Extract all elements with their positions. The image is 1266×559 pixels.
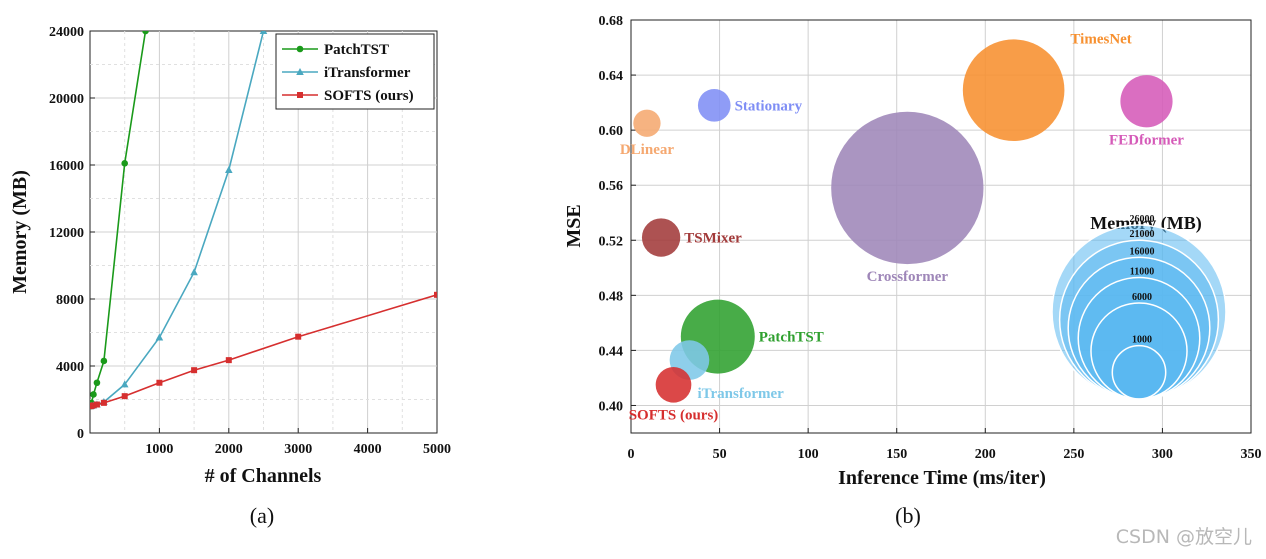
x-tick-label: 50	[713, 447, 727, 462]
y-tick-label: 0.60	[599, 124, 624, 139]
x-tick-label: 4000	[354, 442, 382, 457]
y-tick-label: 0.48	[599, 289, 624, 304]
bubble-stationary	[697, 89, 731, 122]
memory-legend-label: 26000	[1130, 214, 1155, 225]
data-point	[93, 401, 100, 408]
x-tick-label: 3000	[284, 442, 312, 457]
bubble-dlinear	[633, 109, 661, 137]
panel-b-ticks: 0 50 100 150 200 250 300 350 0.40 0.44 0.48 0.52 0.5…	[599, 14, 1262, 462]
x-tick-label: 2000	[215, 442, 243, 457]
panel-a-xlabel: # of Channels	[205, 465, 322, 487]
x-tick-label: 5000	[423, 442, 451, 457]
bubble-label: TSMixer	[684, 231, 742, 247]
x-tick-label: 0	[628, 447, 635, 462]
panel-b-xlabel: Inference Time (ms/iter)	[838, 467, 1046, 489]
data-point	[225, 357, 232, 364]
bubble-tsmixer	[641, 218, 681, 257]
data-point	[155, 333, 164, 341]
panel-b-labels: Crossformer TimesNet FEDformer Stationary DL…	[620, 31, 1184, 423]
y-tick-label: 0.64	[599, 69, 624, 84]
data-point	[100, 357, 108, 365]
data-point	[225, 166, 233, 174]
x-tick-label: 150	[886, 447, 907, 462]
memory-legend-label: 6000	[1132, 292, 1152, 303]
y-tick-label: 0.56	[599, 179, 624, 194]
y-tick-label: 12000	[49, 226, 84, 241]
panel-b-caption: (b)	[895, 503, 921, 528]
panel-b-plot-area	[630, 19, 1252, 434]
panel-a: 1000 2000 3000 4000 5000 0 4000 8000 12000 16000 2…	[9, 25, 451, 528]
bubble-label: TimesNet	[1070, 31, 1131, 47]
memory-legend-label: 1000	[1132, 335, 1152, 346]
series-line-patchtst	[90, 31, 147, 407]
y-tick-label: 0	[77, 427, 84, 442]
y-tick-label: 16000	[49, 159, 84, 174]
data-point	[191, 367, 198, 374]
bubble-softs-ours-	[655, 366, 692, 403]
legend-label: PatchTST	[324, 42, 389, 58]
y-tick-label: 24000	[49, 25, 84, 40]
bubble-label: iTransformer	[697, 386, 784, 402]
panel-b-ylabel: MSE	[563, 204, 585, 247]
x-tick-label: 100	[798, 447, 819, 462]
series-line-itransformer	[90, 31, 265, 407]
data-point	[93, 379, 101, 387]
watermark: CSDN @放空儿	[1115, 526, 1252, 548]
data-point	[100, 399, 107, 406]
bubble-label: FEDformer	[1109, 132, 1184, 148]
bubble-timesnet	[962, 39, 1065, 142]
memory-legend-label: 16000	[1130, 246, 1155, 257]
memory-legend-label: 21000	[1130, 229, 1155, 240]
bubble-label: DLinear	[620, 142, 675, 158]
panel-a-ylabel: Memory (MB)	[9, 170, 31, 294]
data-point	[190, 268, 198, 276]
bubble-label: Crossformer	[867, 269, 949, 285]
bubble-label: SOFTS (ours)	[629, 408, 719, 424]
panel-a-legend: PatchTST iTransformer SOFTS (ours)	[275, 33, 435, 110]
bubble-fedformer	[1120, 75, 1173, 128]
data-point	[156, 379, 163, 386]
data-point	[434, 291, 437, 298]
y-tick-label: 0.52	[599, 234, 624, 249]
x-tick-label: 200	[975, 447, 996, 462]
y-tick-label: 8000	[56, 293, 84, 308]
panel-b-bubbles	[633, 39, 1173, 403]
x-tick-label: 1000	[145, 442, 173, 457]
panel-a-ticks: 1000 2000 3000 4000 5000 0 4000 8000 12000 16000 2…	[49, 25, 451, 457]
bubble-label: Stationary	[735, 98, 803, 114]
y-tick-label: 0.44	[599, 344, 624, 359]
bubble-label: PatchTST	[759, 330, 824, 346]
memory-legend-circle	[1111, 344, 1167, 400]
x-tick-label: 300	[1152, 447, 1173, 462]
data-point	[295, 333, 302, 340]
data-point	[90, 402, 97, 409]
y-tick-label: 4000	[56, 360, 84, 375]
memory-legend-label: 11000	[1130, 266, 1154, 277]
y-tick-label: 0.68	[599, 14, 624, 29]
x-tick-label: 250	[1063, 447, 1084, 462]
data-point	[120, 380, 129, 388]
legend-marker	[296, 45, 304, 53]
legend-label: SOFTS (ours)	[324, 88, 414, 104]
data-point	[259, 31, 268, 34]
data-point	[121, 393, 128, 400]
data-point	[121, 160, 128, 167]
data-point	[90, 391, 97, 398]
y-tick-label: 0.40	[599, 399, 624, 414]
legend-label: iTransformer	[324, 65, 411, 81]
data-point	[142, 31, 149, 35]
x-tick-label: 350	[1241, 447, 1262, 462]
legend-marker	[296, 68, 304, 75]
panel-a-caption: (a)	[250, 503, 274, 528]
legend-marker	[297, 92, 303, 98]
y-tick-label: 20000	[49, 92, 84, 107]
panel-a-series	[90, 31, 437, 410]
panel-b: 0 50 100 150 200 250 300 350 0.40 0.44 0.48 0.52 0.5…	[563, 14, 1262, 528]
bubble-crossformer	[831, 111, 984, 265]
